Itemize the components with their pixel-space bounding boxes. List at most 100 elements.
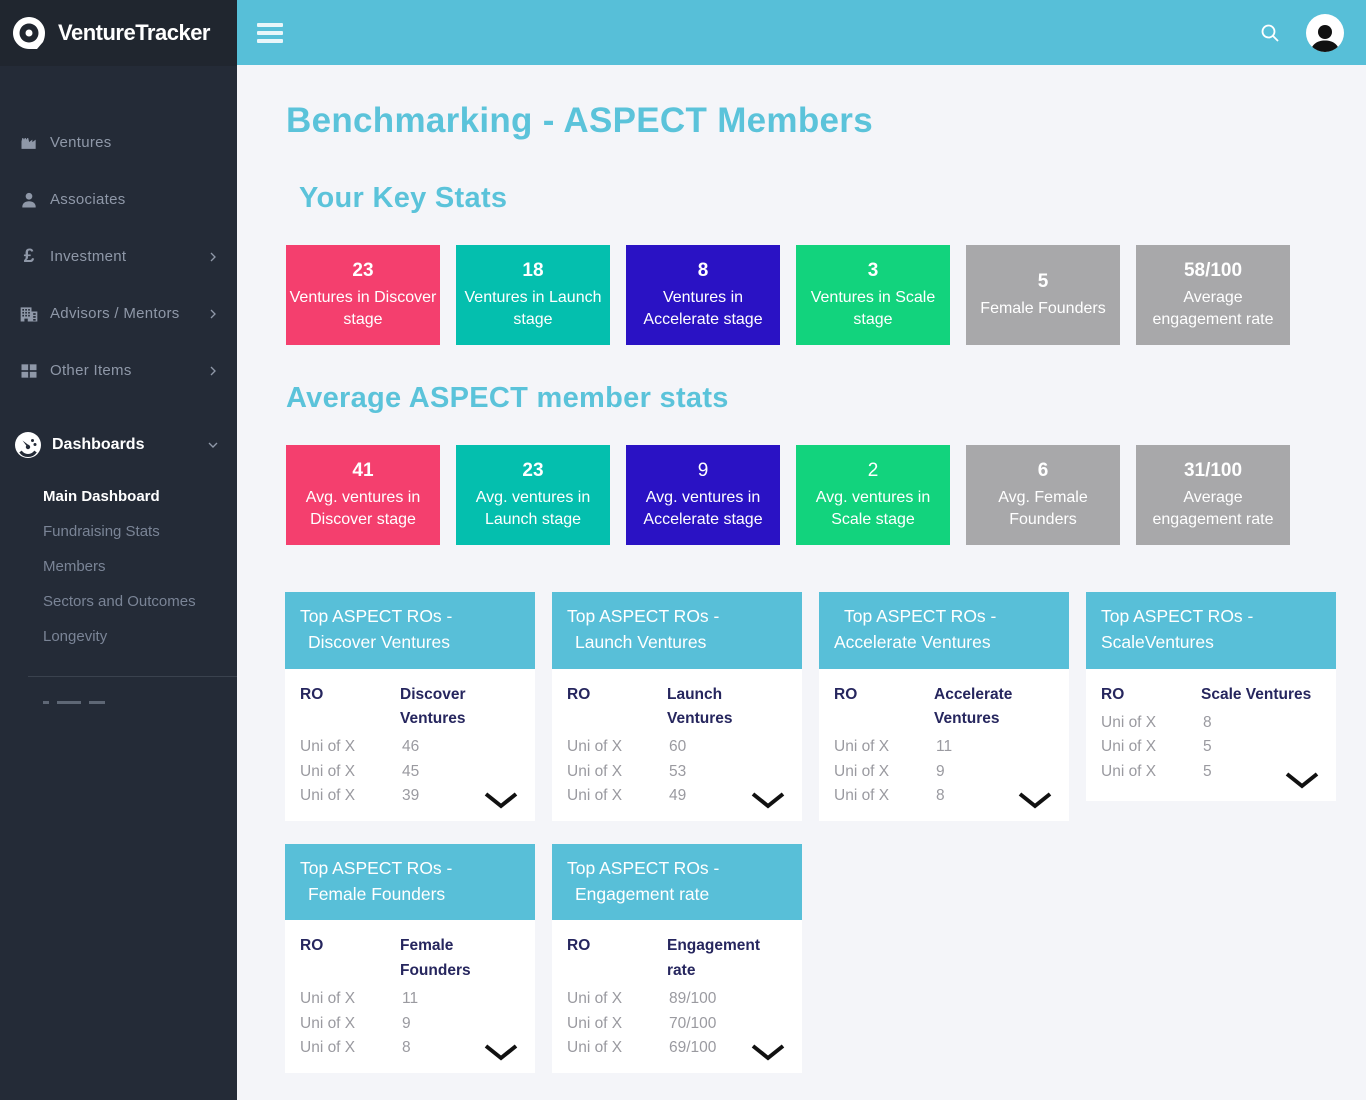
menu-icon[interactable] bbox=[257, 22, 283, 43]
factory-icon bbox=[18, 132, 40, 154]
expand-chevron-down-icon[interactable] bbox=[750, 791, 786, 809]
table-title-line1: Top ASPECT ROs - bbox=[567, 606, 720, 626]
table-accelerate-ventures: Top ASPECT ROs - Accelerate Ventures RO … bbox=[819, 592, 1069, 821]
table-title-line2: Accelerate Ventures bbox=[834, 632, 991, 653]
key-stats-row: 23 Ventures in Discover stage 18 Venture… bbox=[286, 245, 1366, 345]
table-title-line2: Launch Ventures bbox=[575, 632, 707, 653]
brand-logo[interactable]: VentureTracker bbox=[0, 0, 237, 66]
grid-icon bbox=[18, 360, 40, 382]
table-row: Uni of X 46 bbox=[300, 738, 420, 756]
table-title-line2: Female Founders bbox=[308, 884, 446, 905]
sidebar-item-label: Advisors / Mentors bbox=[50, 305, 180, 322]
table-title-line1: Top ASPECT ROs - bbox=[300, 857, 453, 878]
chevron-down-icon bbox=[205, 437, 221, 453]
table-column-headers: RO Accelerate Ventures bbox=[834, 685, 1013, 727]
table-header: Top ASPECT ROs - ScaleVentures bbox=[1086, 592, 1336, 669]
expand-chevron-down-icon[interactable] bbox=[750, 1043, 786, 1061]
table-row: Uni of X 53 bbox=[567, 762, 687, 780]
table-engagement-rate: Top ASPECT ROs - Engagement rate RO Enga… bbox=[552, 843, 802, 1073]
sidebar-item-label: Associates bbox=[50, 191, 126, 208]
stat-card-avg-female-founders: 6 Avg. Female Founders bbox=[966, 445, 1120, 545]
stat-label: Female Founders bbox=[980, 299, 1106, 317]
sidebar-item-label: Other Items bbox=[50, 362, 132, 379]
submenu-item-members[interactable]: Members bbox=[43, 558, 106, 575]
table-row: Uni of X 89/100 bbox=[567, 990, 717, 1008]
table-row: Uni of X 39 bbox=[300, 787, 420, 805]
expand-chevron-down-icon[interactable] bbox=[1284, 771, 1320, 789]
submenu-item-longevity[interactable]: Longevity bbox=[43, 628, 108, 645]
sidebar-item-label: Ventures bbox=[50, 134, 112, 151]
brand-name: VentureTracker bbox=[58, 20, 210, 45]
chevron-right-icon bbox=[205, 363, 221, 379]
expand-chevron-down-icon[interactable] bbox=[483, 1043, 519, 1061]
sidebar-item-ventures[interactable]: Ventures bbox=[0, 114, 237, 171]
sidebar-group-label: Dashboards bbox=[52, 436, 145, 453]
stat-label: Ventures in Accelerate stage bbox=[643, 288, 763, 328]
stat-card-avg-engagement: 31/100 Average engagement rate bbox=[1136, 445, 1290, 545]
expand-chevron-down-icon[interactable] bbox=[483, 791, 519, 809]
chevron-right-icon bbox=[205, 306, 221, 322]
stat-value: 41 bbox=[352, 459, 374, 481]
venturetracker-logo-icon bbox=[10, 14, 48, 52]
table-header: Top ASPECT ROs - Accelerate Ventures bbox=[819, 592, 1069, 669]
person-icon bbox=[18, 189, 40, 211]
table-row: Uni of X 8 bbox=[1101, 713, 1212, 731]
pound-icon: £ bbox=[23, 245, 35, 267]
stat-value: 2 bbox=[867, 459, 879, 481]
stat-label: Avg. Female Founders bbox=[998, 488, 1088, 528]
chevron-right-icon bbox=[205, 249, 221, 265]
table-title-line2: ScaleVentures bbox=[1101, 632, 1214, 653]
building-icon bbox=[18, 303, 40, 325]
stat-label: Avg. ventures in Discover stage bbox=[305, 488, 421, 528]
table-row: Uni of X 9 bbox=[300, 1014, 411, 1032]
stat-value: 8 bbox=[697, 259, 709, 281]
table-row: Uni of X 11 bbox=[834, 738, 953, 756]
stat-card-avg-launch: 23 Avg. ventures in Launch stage bbox=[456, 445, 610, 545]
table-header: Top ASPECT ROs - Discover Ventures bbox=[285, 592, 535, 669]
table-column-headers: RO Discover Ventures bbox=[300, 685, 466, 727]
section-title-average-stats: Average ASPECT member stats bbox=[286, 382, 729, 414]
stat-label: Avg. ventures in Launch stage bbox=[475, 488, 591, 528]
stat-label: Avg. ventures in Scale stage bbox=[815, 488, 931, 528]
avg-stats-row: 41 Avg. ventures in Discover stage 23 Av… bbox=[286, 445, 1366, 545]
table-launch-ventures: Top ASPECT ROs - Launch Ventures RO Laun… bbox=[552, 592, 802, 821]
table-row: Uni of X 70/100 bbox=[567, 1014, 717, 1032]
topbar bbox=[237, 0, 1366, 65]
expand-chevron-down-icon[interactable] bbox=[1017, 791, 1053, 809]
sidebar-item-dashboards[interactable]: Dashboards bbox=[0, 425, 237, 465]
sidebar-item-associates[interactable]: Associates bbox=[0, 171, 237, 228]
stat-card-avg-scale: 2 Avg. ventures in Scale stage bbox=[796, 445, 950, 545]
stat-label: Ventures in Launch stage bbox=[464, 288, 602, 328]
table-discover-ventures: Top ASPECT ROs - Discover Ventures RO Di… bbox=[285, 592, 535, 821]
stat-label: Average engagement rate bbox=[1152, 288, 1274, 328]
sidebar-item-investment[interactable]: £ Investment bbox=[0, 228, 237, 285]
stat-value: 58/100 bbox=[1183, 259, 1243, 281]
stat-value: 9 bbox=[697, 459, 709, 481]
submenu-item-main-dashboard[interactable]: Main Dashboard bbox=[43, 488, 160, 505]
submenu-item-fundraising-stats[interactable]: Fundraising Stats bbox=[43, 523, 160, 540]
stat-value: 23 bbox=[352, 259, 374, 281]
stat-card-launch: 18 Ventures in Launch stage bbox=[456, 245, 610, 345]
sidebar-nav: Ventures Associates £ Investment Advisor… bbox=[0, 114, 237, 399]
stat-value: 3 bbox=[867, 259, 879, 281]
stat-label: Ventures in Discover stage bbox=[289, 288, 437, 328]
submenu-item-sectors-and-outcomes[interactable]: Sectors and Outcomes bbox=[43, 593, 196, 610]
stat-label: Avg. ventures in Accelerate stage bbox=[643, 488, 763, 528]
table-row: Uni of X 5 bbox=[1101, 738, 1212, 756]
search-icon[interactable] bbox=[1258, 21, 1282, 45]
sidebar-item-advisors-mentors[interactable]: Advisors / Mentors bbox=[0, 285, 237, 342]
table-column-headers: RO Female Founders bbox=[300, 937, 471, 979]
stat-label: Ventures in Scale stage bbox=[810, 288, 936, 328]
stat-card-discover: 23 Ventures in Discover stage bbox=[286, 245, 440, 345]
table-title-line1: Top ASPECT ROs - bbox=[844, 606, 997, 626]
main-content: Benchmarking - ASPECT Members Your Key S… bbox=[237, 65, 1366, 1100]
user-avatar[interactable] bbox=[1306, 13, 1344, 52]
stat-value: 31/100 bbox=[1183, 459, 1243, 481]
sidebar-item-other-items[interactable]: Other Items bbox=[0, 342, 237, 399]
stat-card-avg-accelerate: 9 Avg. ventures in Accelerate stage bbox=[626, 445, 780, 545]
table-header: Top ASPECT ROs - Launch Ventures bbox=[552, 592, 802, 669]
table-title-line2: Discover Ventures bbox=[308, 632, 451, 653]
stat-value: 18 bbox=[522, 259, 544, 281]
table-female-founders: Top ASPECT ROs - Female Founders RO Fema… bbox=[285, 843, 535, 1073]
table-header: Top ASPECT ROs - Engagement rate bbox=[552, 843, 802, 921]
